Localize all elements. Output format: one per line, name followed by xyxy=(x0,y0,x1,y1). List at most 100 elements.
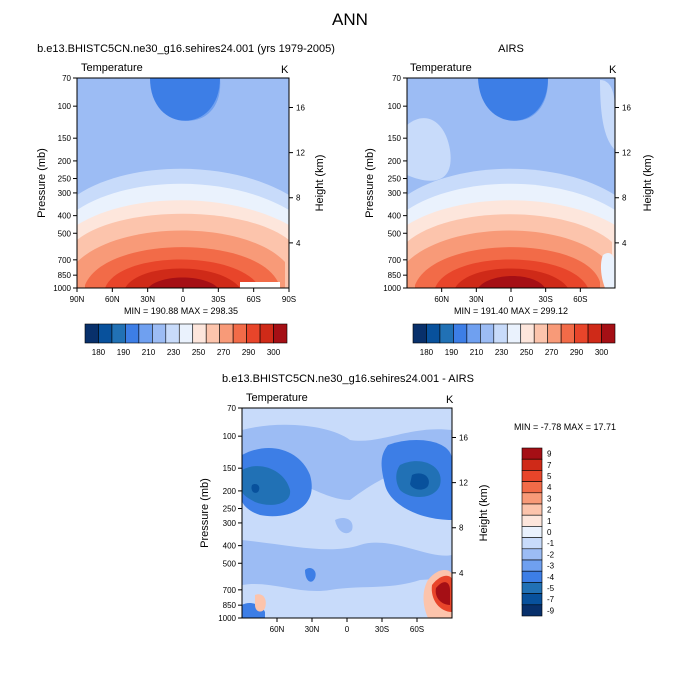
panel1-x-ticks: 90N 60N 30N 0 30S 60S 90S xyxy=(70,288,296,304)
y-tick-label: 400 xyxy=(58,212,72,221)
colorbar-label: 230 xyxy=(495,348,509,357)
panel1-height-ticks: 16 12 8 4 xyxy=(289,103,305,248)
colorbar-label: -7 xyxy=(547,595,555,604)
colorbar-label: 1 xyxy=(547,517,552,526)
colorbar-swatch xyxy=(574,323,589,344)
colorbar-label: 230 xyxy=(167,348,181,357)
colorbar-swatch xyxy=(439,323,454,344)
colorbar-swatch xyxy=(192,323,207,344)
colorbar-label: 190 xyxy=(117,348,131,357)
height-tick-label: 4 xyxy=(296,239,301,248)
height-tick-label: 16 xyxy=(622,103,631,112)
colorbar-label: 290 xyxy=(242,348,256,357)
colorbar-label: -1 xyxy=(547,539,555,548)
panel1-subtitle-right: K xyxy=(281,64,289,76)
colorbar-swatch xyxy=(521,503,543,516)
panel2-height-ticks: 16 12 8 4 xyxy=(615,103,631,248)
y-tick-label: 150 xyxy=(388,134,402,143)
colorbar-swatch xyxy=(560,323,575,344)
colorbar-swatch xyxy=(521,470,543,482)
panel2-ylabel-right: Height (km) xyxy=(642,155,654,212)
colorbar-swatch xyxy=(152,323,167,344)
panel3-ylabel-right: Height (km) xyxy=(478,485,490,542)
colorbar-label: 0 xyxy=(547,528,552,537)
colorbar-label: 7 xyxy=(547,461,552,470)
colorbar-swatch xyxy=(521,593,543,606)
y-tick-label: 250 xyxy=(388,175,402,184)
y-tick-label: 300 xyxy=(388,189,402,198)
panel1-colorbar: 180 190 210 230 250 270 290 300 xyxy=(84,323,288,357)
height-tick-label: 4 xyxy=(622,239,627,248)
colorbar-swatch xyxy=(232,323,247,344)
panel3-ylabel: Pressure (mb) xyxy=(199,478,211,548)
colorbar-label: 5 xyxy=(547,472,552,481)
y-tick-label: 300 xyxy=(58,189,72,198)
colorbar-swatch xyxy=(246,323,261,344)
colorbar-swatch xyxy=(165,323,180,344)
colorbar-label: 210 xyxy=(142,348,156,357)
y-tick-label: 70 xyxy=(227,404,236,413)
colorbar-label: 180 xyxy=(92,348,106,357)
panel2-title: AIRS xyxy=(498,43,524,55)
panel2-x-ticks: 60N 30N 0 30S 60S xyxy=(434,288,587,304)
y-tick-label: 1000 xyxy=(383,284,401,293)
colorbar-swatch xyxy=(98,323,113,344)
y-tick-label: 250 xyxy=(223,505,237,514)
y-tick-label: 150 xyxy=(58,134,72,143)
panel2-ylabel: Pressure (mb) xyxy=(364,148,376,218)
y-tick-label: 200 xyxy=(388,157,402,166)
panel2-stats: MIN = 191.40 MAX = 299.12 xyxy=(454,306,568,316)
colorbar-swatch xyxy=(521,570,543,583)
colorbar-label: 3 xyxy=(547,494,552,503)
y-tick-label: 700 xyxy=(223,586,237,595)
x-tick-label: 90N xyxy=(70,295,85,304)
panel1-plot-area xyxy=(77,78,289,288)
panel1-stats: MIN = 190.88 MAX = 298.35 xyxy=(124,306,238,316)
x-tick-label: 0 xyxy=(509,295,514,304)
y-tick-label: 850 xyxy=(223,601,237,610)
panel1-subtitle-left: Temperature xyxy=(81,62,143,74)
panel3-title: b.e13.BHISTC5CN.ne30_g16.sehires24.001 -… xyxy=(222,373,474,385)
colorbar-label: 290 xyxy=(570,348,584,357)
panel3-x-ticks: 60N 30N 0 30S 60S xyxy=(270,618,424,634)
height-tick-label: 16 xyxy=(296,103,305,112)
colorbar-swatch xyxy=(111,323,126,344)
colorbar-label: 9 xyxy=(547,450,552,459)
y-tick-label: 200 xyxy=(223,487,237,496)
x-tick-label: 60N xyxy=(434,295,449,304)
height-tick-label: 12 xyxy=(622,149,631,158)
colorbar-label: 270 xyxy=(545,348,559,357)
colorbar-label: 4 xyxy=(547,483,552,492)
y-tick-label: 1000 xyxy=(53,284,71,293)
height-tick-label: 12 xyxy=(459,479,468,488)
y-tick-label: 250 xyxy=(58,175,72,184)
x-tick-label: 60N xyxy=(270,625,285,634)
colorbar-label: 210 xyxy=(470,348,484,357)
colorbar-swatch xyxy=(521,492,543,505)
height-tick-label: 8 xyxy=(622,194,627,203)
colorbar-swatch xyxy=(259,323,274,344)
colorbar-label: 250 xyxy=(520,348,534,357)
panel3-height-ticks: 16 12 8 4 xyxy=(452,433,468,578)
height-tick-label: 8 xyxy=(459,524,464,533)
colorbar-label: -9 xyxy=(547,606,555,615)
colorbar-label: 190 xyxy=(445,348,459,357)
colorbar-swatch xyxy=(533,323,548,344)
y-tick-label: 150 xyxy=(223,464,237,473)
y-tick-label: 850 xyxy=(388,271,402,280)
colorbar-swatch xyxy=(521,481,543,494)
colorbar-swatch xyxy=(521,537,543,550)
colorbar-swatch xyxy=(521,514,543,527)
colorbar-swatch xyxy=(521,526,543,538)
x-tick-label: 60S xyxy=(247,295,261,304)
y-tick-label: 100 xyxy=(388,102,402,111)
panel1-ylabel-right: Height (km) xyxy=(314,155,326,212)
y-tick-label: 400 xyxy=(388,212,402,221)
panel1-y-ticks: 70 100 150 200 250 300 400 500 700 850 1000 xyxy=(53,74,77,293)
colorbar-label: 270 xyxy=(217,348,231,357)
colorbar-label: 180 xyxy=(420,348,434,357)
panel2-colorbar: 180 190 210 230 250 270 290 300 xyxy=(412,323,616,357)
colorbar-swatch xyxy=(426,323,441,344)
panel2-y-ticks: 70 100 150 200 250 300 400 500 700 850 1000 xyxy=(383,74,407,293)
